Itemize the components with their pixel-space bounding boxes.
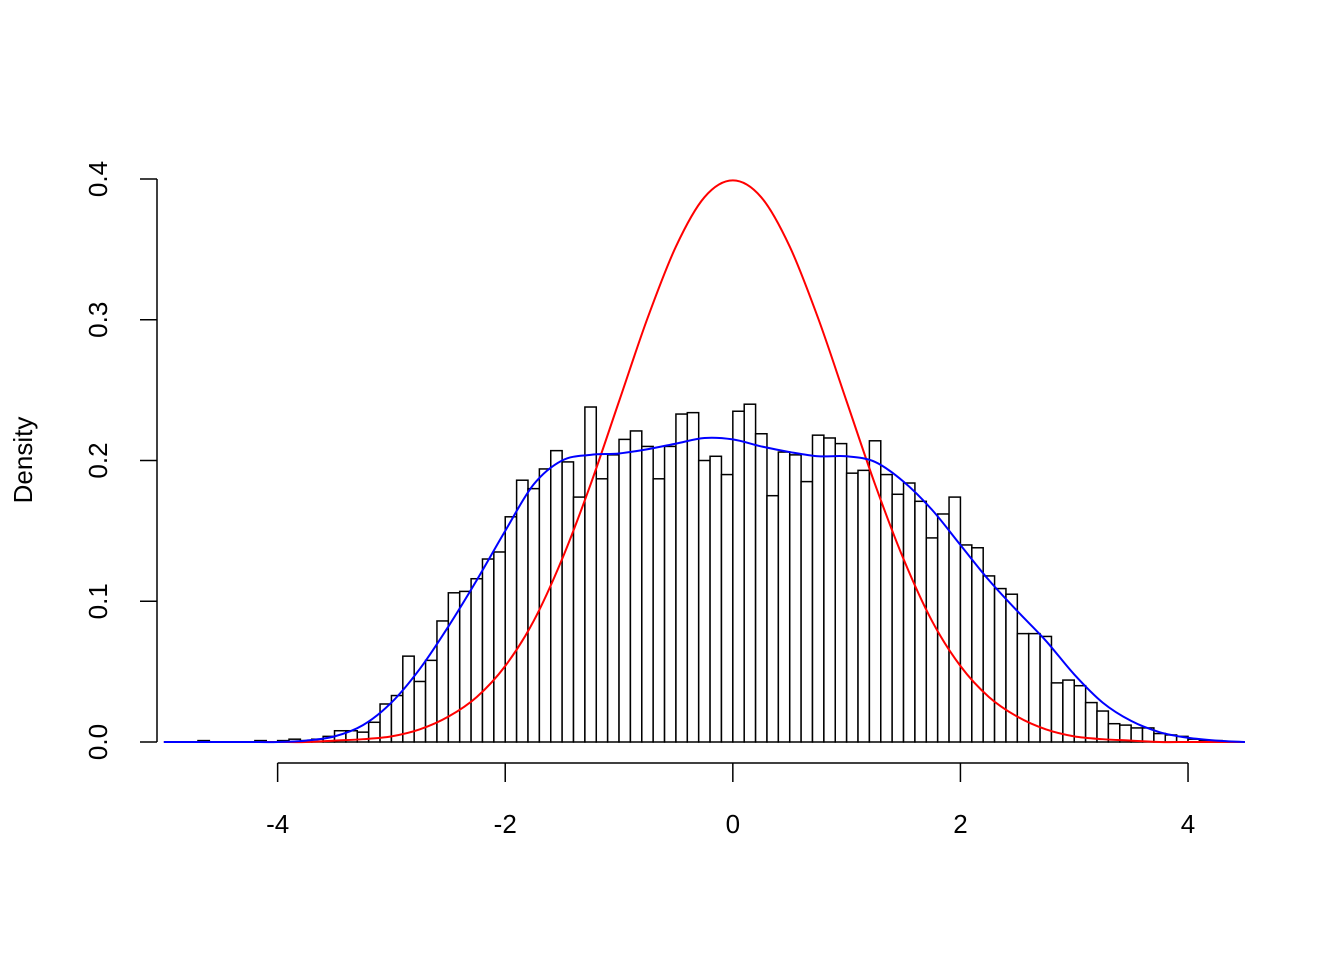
- bar: [356, 731, 370, 743]
- bar: [470, 577, 484, 743]
- y-axis-label: Density: [8, 417, 38, 504]
- bar: [1016, 632, 1030, 743]
- bar: [606, 454, 620, 743]
- bar: [572, 496, 586, 743]
- bar: [777, 451, 791, 743]
- bar: [1005, 593, 1019, 743]
- bar: [561, 461, 575, 743]
- bar: [686, 411, 700, 743]
- bar: [641, 445, 654, 743]
- bar: [982, 575, 996, 743]
- bar: [959, 544, 973, 743]
- bar: [697, 459, 711, 743]
- x-tick-label: 2: [953, 809, 967, 839]
- bar: [652, 478, 666, 743]
- x-tick-label: 4: [1181, 809, 1195, 839]
- bar: [481, 558, 495, 743]
- bar: [436, 620, 450, 743]
- bar: [1153, 732, 1167, 743]
- bar: [834, 442, 848, 743]
- bar: [504, 516, 518, 743]
- y-tick-label: 0.2: [83, 442, 113, 478]
- bar: [971, 547, 984, 743]
- bar: [549, 449, 563, 743]
- bar: [709, 455, 723, 743]
- bar: [1062, 679, 1075, 743]
- bar: [584, 406, 598, 743]
- bar: [732, 410, 745, 743]
- bar: [902, 482, 916, 743]
- bar: [595, 478, 609, 743]
- bar: [663, 445, 677, 743]
- bar: [675, 413, 689, 743]
- y-tick-label: 0.1: [83, 583, 113, 619]
- bar: [629, 430, 643, 743]
- bar: [857, 469, 871, 743]
- bar: [766, 494, 780, 743]
- bar: [515, 479, 529, 743]
- bar: [402, 655, 415, 743]
- bar: [1039, 635, 1053, 743]
- bar: [823, 437, 836, 743]
- x-tick-label: -2: [494, 809, 517, 839]
- bar: [720, 473, 734, 743]
- bar: [447, 592, 461, 743]
- density-curve: [163, 436, 1245, 744]
- density-curve: [163, 179, 1245, 744]
- y-tick-label: 0.0: [83, 724, 113, 760]
- bar: [493, 551, 506, 743]
- bar: [800, 480, 814, 743]
- x-tick-label: 0: [726, 809, 740, 839]
- bar: [754, 433, 768, 743]
- bar: [1096, 710, 1110, 743]
- bar: [936, 513, 950, 743]
- bar: [743, 403, 757, 743]
- y-tick-label: 0.4: [83, 161, 113, 197]
- bar: [618, 438, 632, 743]
- y-tick-label: 0.3: [83, 302, 113, 338]
- x-tick-label: -4: [266, 809, 289, 839]
- bar: [1084, 701, 1098, 743]
- bar: [925, 537, 939, 743]
- bar: [845, 472, 859, 743]
- bar: [788, 454, 802, 743]
- bar: [458, 590, 472, 743]
- bar: [993, 587, 1007, 743]
- bar: [413, 680, 427, 743]
- bar: [914, 500, 928, 743]
- bar: [1073, 684, 1087, 743]
- bar: [811, 434, 825, 743]
- bar: [424, 659, 438, 743]
- bar: [891, 493, 905, 743]
